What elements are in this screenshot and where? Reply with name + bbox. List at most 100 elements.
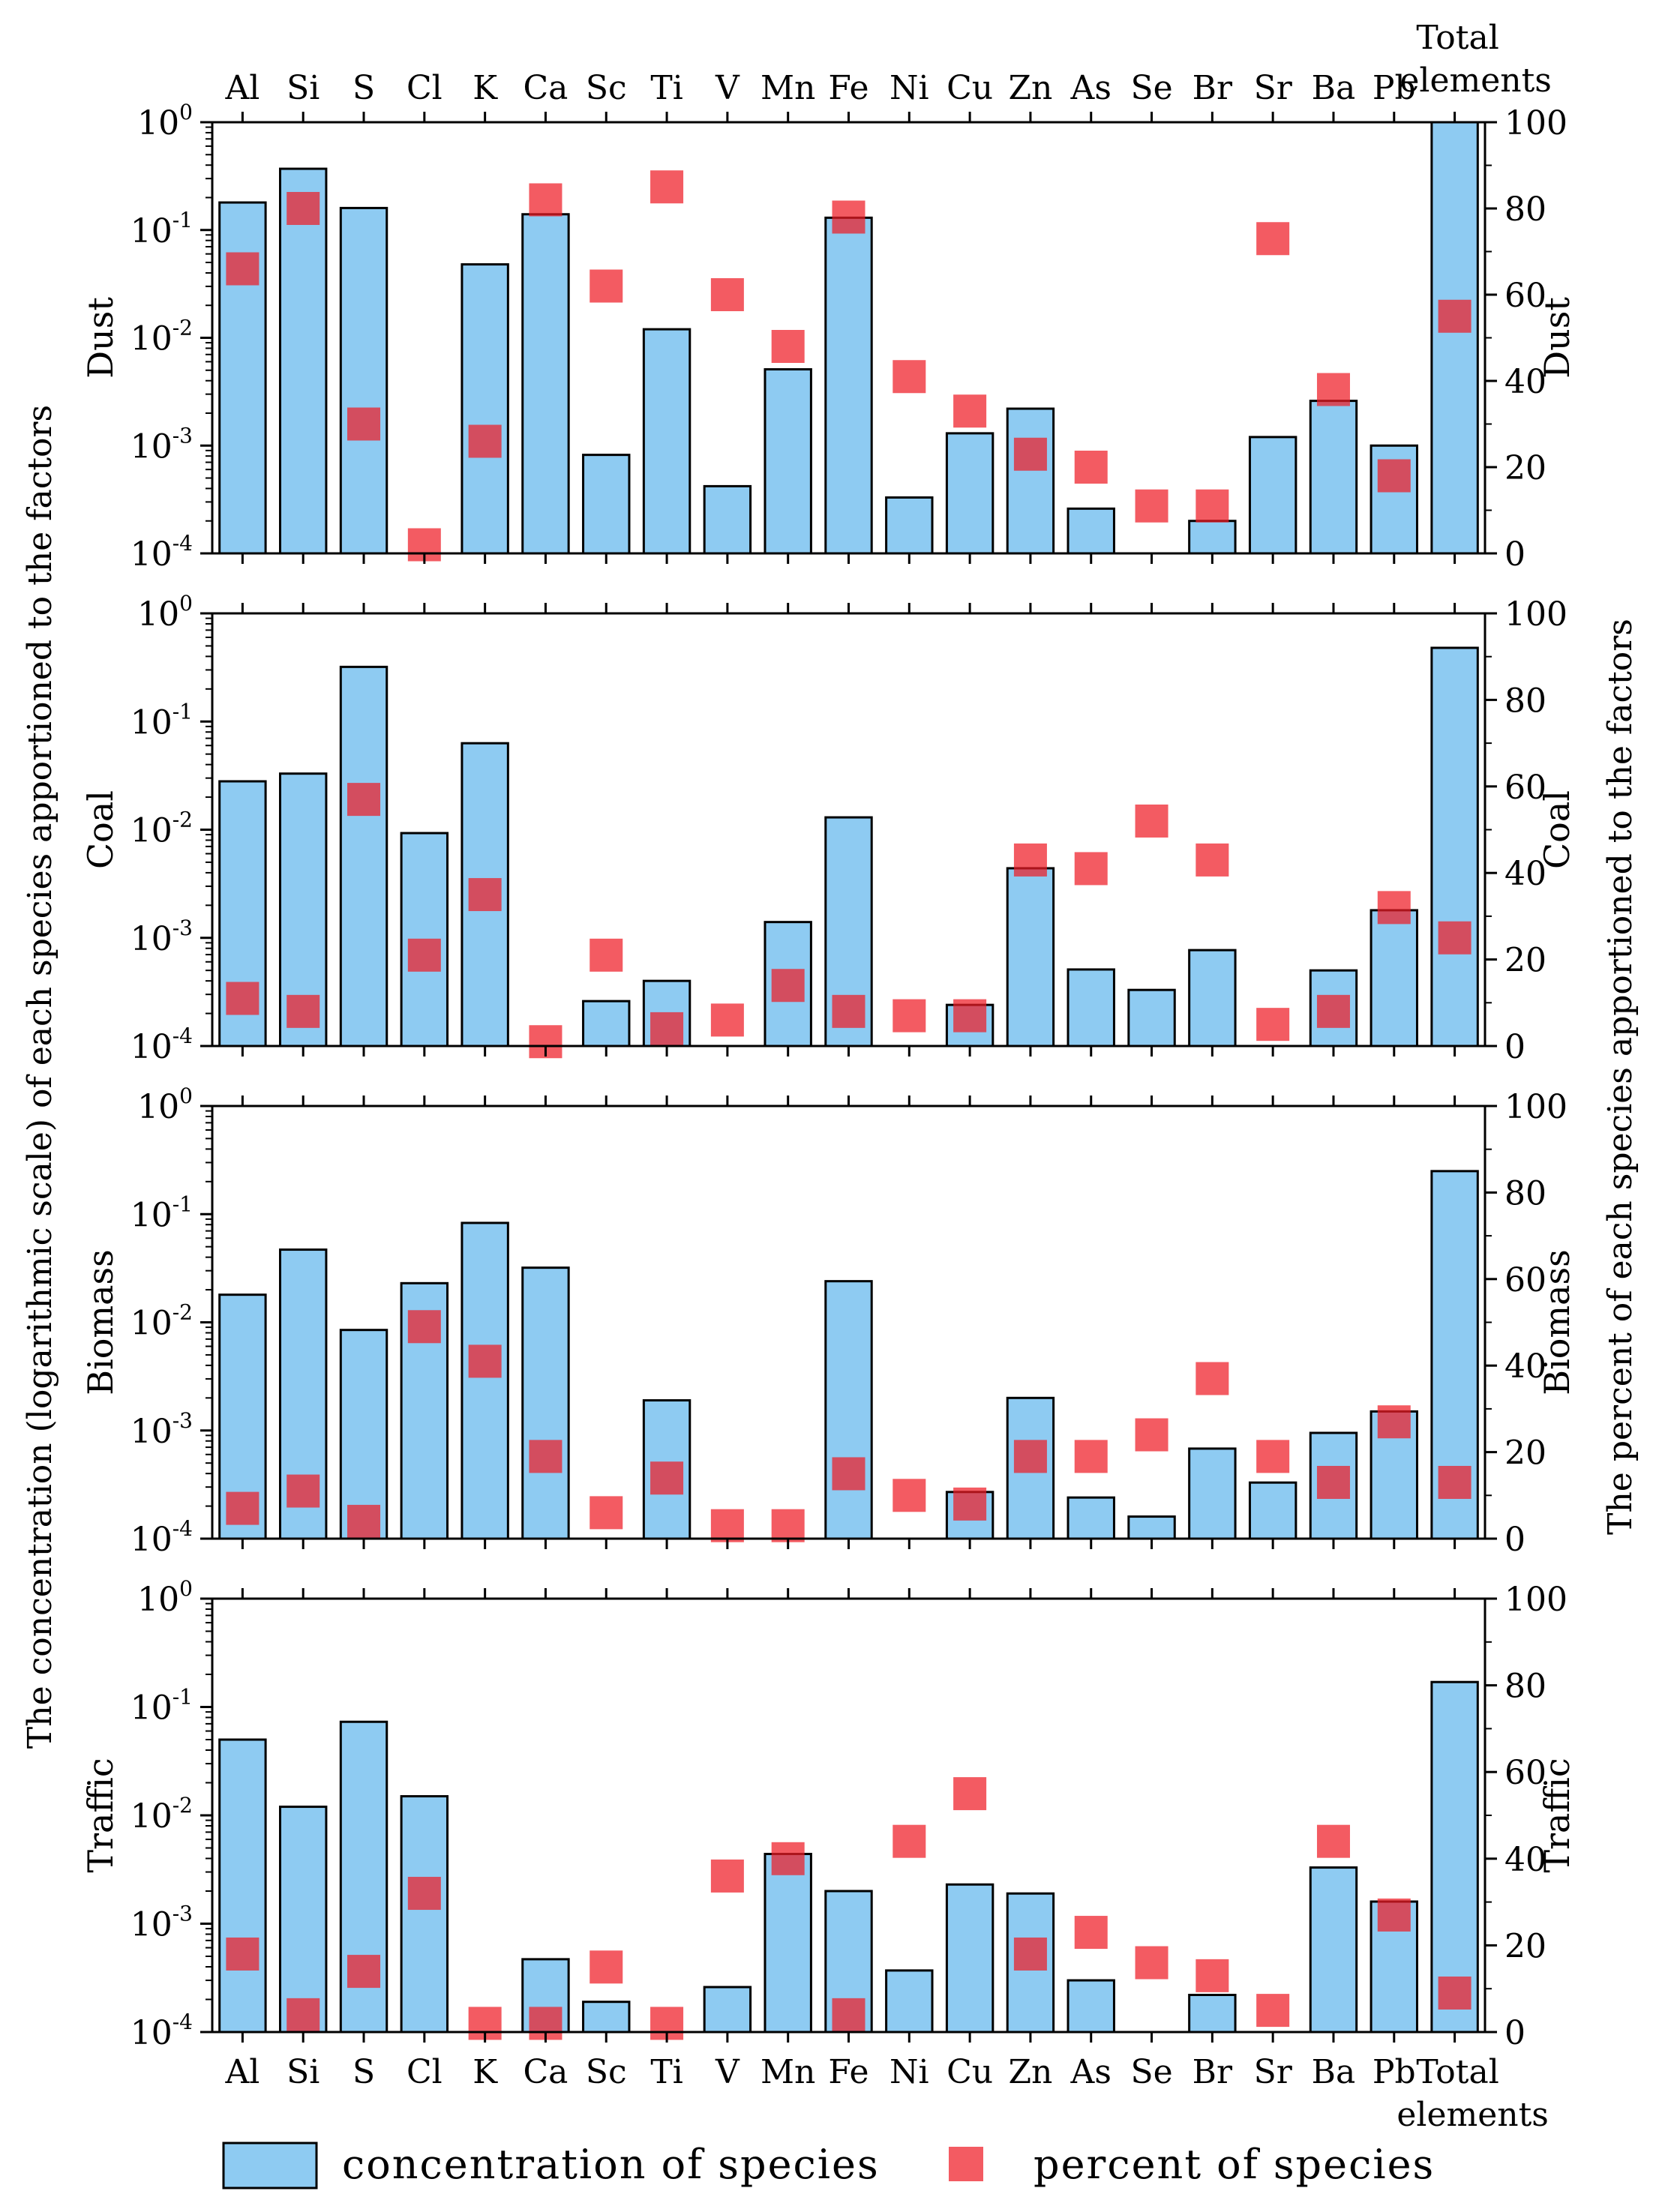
legend-concentration-label: concentration of species <box>342 2141 880 2188</box>
percent-marker-biomass-17 <box>1256 1440 1290 1473</box>
y-left-tick-label: 10-1 <box>130 208 193 250</box>
bar-coal-14 <box>1066 968 1115 1048</box>
category-label-top-Ca: Ca <box>523 69 568 107</box>
category-label-bottom-Zn: Zn <box>1008 2053 1052 2091</box>
y-right-tick-label: 0 <box>1504 1028 1526 1066</box>
bar-dust-1 <box>279 167 328 555</box>
percent-marker-dust-1 <box>286 192 320 225</box>
panel-traffic: 100 10-1 10-2 10-3 10-4 0 20 40 60 80 100 Traffic Tr… <box>80 1576 1577 2052</box>
y-right-tick-label: 40 <box>1504 1347 1546 1386</box>
percent-marker-dust-13 <box>1013 437 1047 471</box>
bar-dust-10 <box>824 216 873 555</box>
panel-label-right: Traffic <box>1537 1758 1577 1872</box>
y-right-tick-label: 0 <box>1504 2014 1526 2052</box>
y-right-tick-label: 0 <box>1504 1521 1526 1559</box>
category-label-bottom-Ni: Ni <box>890 2053 929 2091</box>
percent-marker-dust-12 <box>953 394 987 428</box>
percent-marker-biomass-6 <box>590 1496 623 1530</box>
percent-marker-dust-14 <box>1074 451 1108 484</box>
category-label-bottom-Se: Se <box>1130 2053 1172 2091</box>
percent-marker-traffic-20 <box>1438 1976 1472 2010</box>
panel-label-left: Traffic <box>80 1758 121 1872</box>
bar-traffic-0 <box>218 1738 267 2034</box>
category-label-top-Ti: Ti <box>650 69 682 107</box>
panel-dust: 100 10-1 10-2 10-3 10-4 0 20 40 60 80 100 Dust Dust <box>80 100 1577 574</box>
category-label-top-Sc: Sc <box>586 69 627 107</box>
bar-dust-17 <box>1248 436 1298 555</box>
y-right-tick-label: 40 <box>1504 855 1546 893</box>
percent-marker-biomass-5 <box>529 1440 562 1473</box>
y-right-tick-label: 0 <box>1504 535 1526 574</box>
legend-bar-swatch <box>222 2142 318 2190</box>
percent-marker-traffic-14 <box>1074 1916 1108 1950</box>
percent-marker-biomass-12 <box>953 1487 987 1521</box>
percent-marker-coal-2 <box>347 783 381 817</box>
bar-traffic-1 <box>279 1806 328 2034</box>
y-right-tick-label: 60 <box>1504 1261 1546 1299</box>
percent-marker-coal-1 <box>286 994 320 1028</box>
percent-marker-traffic-9 <box>771 1842 805 1875</box>
y-axis-title-left: The concentration (logarithmic scale) of… <box>21 405 59 1749</box>
percent-marker-dust-17 <box>1256 222 1290 256</box>
bar-dust-2 <box>339 206 388 555</box>
y-right-tick-label: 80 <box>1504 1174 1546 1212</box>
y-right-tick-label: 100 <box>1504 595 1568 634</box>
percent-marker-traffic-17 <box>1256 1994 1290 2028</box>
percent-marker-traffic-11 <box>892 1824 926 1858</box>
percent-marker-dust-11 <box>892 360 926 394</box>
y-left-tick-label: 10-1 <box>130 1685 193 1728</box>
percent-marker-coal-17 <box>1256 1008 1290 1042</box>
bar-biomass-10 <box>824 1280 873 1540</box>
y-left-tick-label: 10-4 <box>130 531 193 574</box>
bar-biomass-17 <box>1248 1481 1298 1540</box>
percent-marker-dust-5 <box>529 183 562 217</box>
percent-marker-coal-3 <box>407 938 441 972</box>
y-right-tick-label: 100 <box>1504 1088 1568 1126</box>
percent-marker-biomass-3 <box>407 1310 441 1344</box>
percent-marker-dust-6 <box>590 269 623 303</box>
y-left-tick-label: 10-2 <box>130 808 193 850</box>
category-label-bottom-Mn: Mn <box>760 2053 815 2091</box>
bar-traffic-18 <box>1309 1866 1358 2034</box>
category-label-top-Se: Se <box>1130 69 1172 107</box>
bar-coal-15 <box>1127 988 1176 1048</box>
y-right-tick-label: 20 <box>1504 1927 1546 1965</box>
percent-marker-biomass-15 <box>1135 1418 1168 1452</box>
y-axis-title-right: The percent of each species apportioned … <box>1601 619 1640 1535</box>
bar-dust-8 <box>703 484 752 555</box>
y-left-tick-label: 10-3 <box>130 1408 193 1451</box>
y-left-tick-label: 10-1 <box>130 699 193 742</box>
percent-marker-biomass-0 <box>226 1491 260 1525</box>
category-label-bottom-K: K <box>472 2053 498 2091</box>
y-right-tick-label: 80 <box>1504 190 1546 229</box>
y-right-tick-label: 100 <box>1504 1581 1568 1619</box>
percent-marker-traffic-15 <box>1135 1946 1168 1980</box>
percent-marker-dust-4 <box>468 424 502 458</box>
bar-traffic-6 <box>582 2001 631 2034</box>
panel-label-left: Coal <box>80 790 121 869</box>
bar-traffic-8 <box>703 1986 752 2034</box>
percent-marker-traffic-8 <box>710 1859 744 1893</box>
y-left-tick-label: 100 <box>137 1084 193 1126</box>
y-left-tick-label: 10-3 <box>130 916 193 958</box>
category-label-bottom-As: As <box>1070 2053 1112 2091</box>
panel-label-left: Dust <box>80 297 121 379</box>
category-label-bottom-Br: Br <box>1192 2053 1233 2091</box>
y-right-tick-label: 20 <box>1504 1434 1546 1473</box>
y-left-tick-label: 10-4 <box>130 1516 193 1559</box>
category-label-top-total-1: Total <box>1416 19 1498 57</box>
percent-marker-coal-19 <box>1377 891 1411 925</box>
category-label-bottom-V: V <box>715 2053 740 2091</box>
percent-marker-coal-7 <box>650 1012 684 1045</box>
legend: concentration of species percent of speci… <box>222 2141 1433 2190</box>
percent-marker-dust-0 <box>226 252 260 286</box>
bar-dust-20 <box>1430 121 1479 555</box>
bar-dust-6 <box>582 454 631 555</box>
panel-biomass: 100 10-1 10-2 10-3 10-4 0 20 40 60 80 100 Biomass Bi… <box>80 1084 1577 1559</box>
percent-marker-biomass-13 <box>1013 1440 1047 1473</box>
percent-marker-biomass-18 <box>1316 1465 1350 1499</box>
percent-marker-coal-13 <box>1013 843 1047 877</box>
bar-coal-19 <box>1370 909 1418 1048</box>
percent-marker-coal-10 <box>832 994 866 1028</box>
